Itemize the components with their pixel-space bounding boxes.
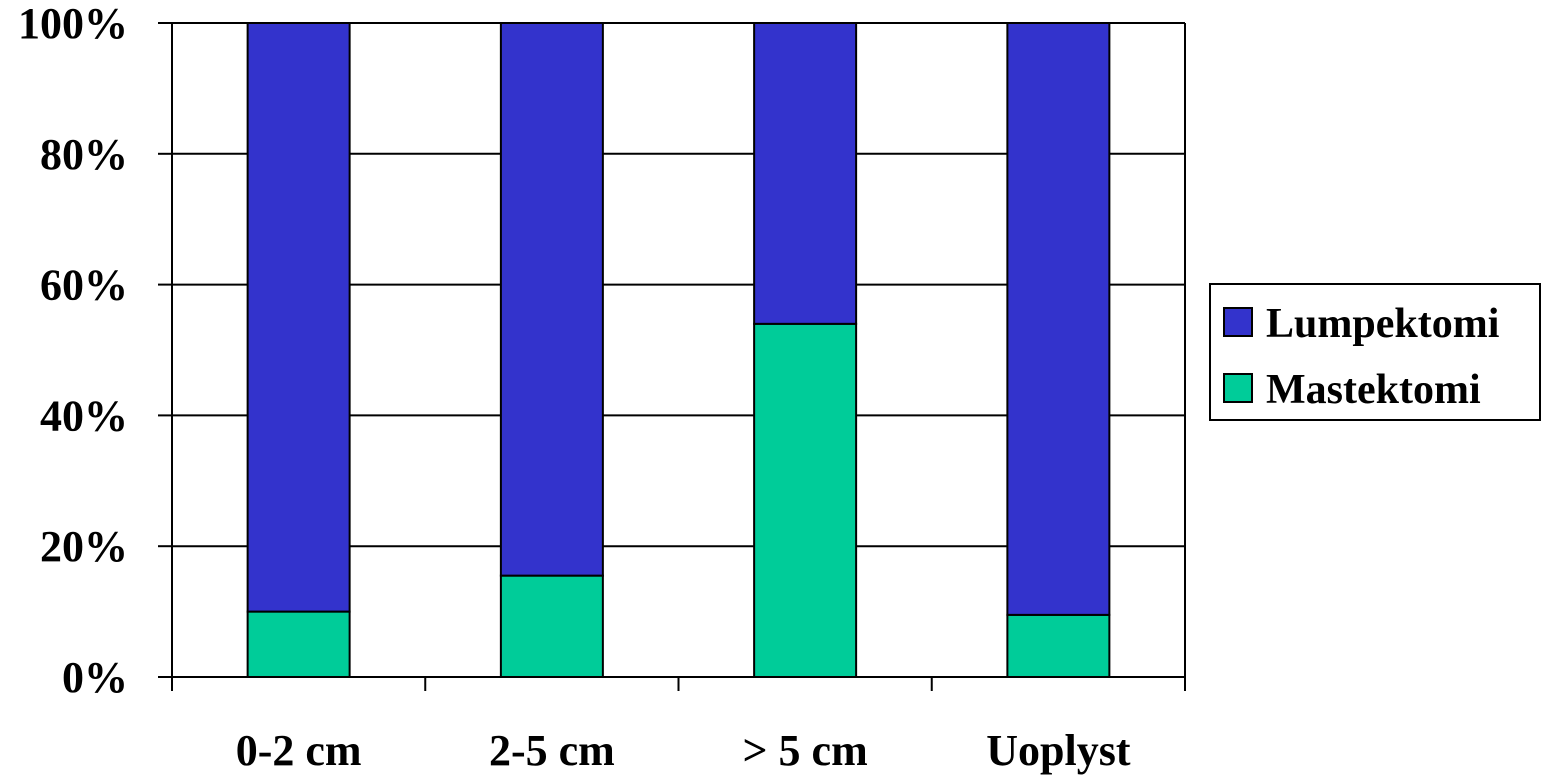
x-tick-labels: 0-2 cm 2-5 cm > 5 cm Uoplyst	[236, 726, 1131, 775]
axes	[158, 22, 1186, 691]
x-tick-label: Uoplyst	[986, 726, 1131, 775]
bars	[246, 22, 1111, 679]
bar-lumpektomi-2	[499, 22, 604, 577]
bar-lumpektomi-3	[753, 22, 858, 325]
legend-box	[1209, 283, 1541, 421]
legend-swatch-mastektomi	[1223, 373, 1253, 403]
y-tick-label: 80%	[40, 130, 128, 179]
bar-mastektomi-2	[499, 574, 604, 679]
x-tick-label: 0-2 cm	[236, 726, 362, 775]
bar-mastektomi-1	[246, 610, 351, 678]
y-tick-labels: 0% 20% 40% 60% 80% 100%	[18, 0, 128, 702]
y-tick-label: 20%	[40, 522, 128, 571]
y-tick-label: 0%	[62, 653, 128, 702]
bar-lumpektomi-1	[246, 22, 351, 613]
y-tick-label: 40%	[40, 391, 128, 440]
x-tick-label: 2-5 cm	[489, 726, 615, 775]
legend-label-lumpektomi: Lumpektomi	[1266, 301, 1500, 347]
y-tick-label: 100%	[18, 0, 128, 48]
legend: Lumpektomi Mastektomi	[1209, 283, 1541, 421]
bar-mastektomi-4	[1006, 613, 1111, 678]
legend-swatch-lumpektomi	[1223, 307, 1253, 337]
bar-lumpektomi-4	[1006, 22, 1111, 616]
bar-mastektomi-3	[753, 322, 858, 678]
legend-label-mastektomi: Mastektomi	[1266, 367, 1481, 413]
x-tick-label: > 5 cm	[742, 726, 867, 775]
y-tick-label: 60%	[40, 261, 128, 310]
